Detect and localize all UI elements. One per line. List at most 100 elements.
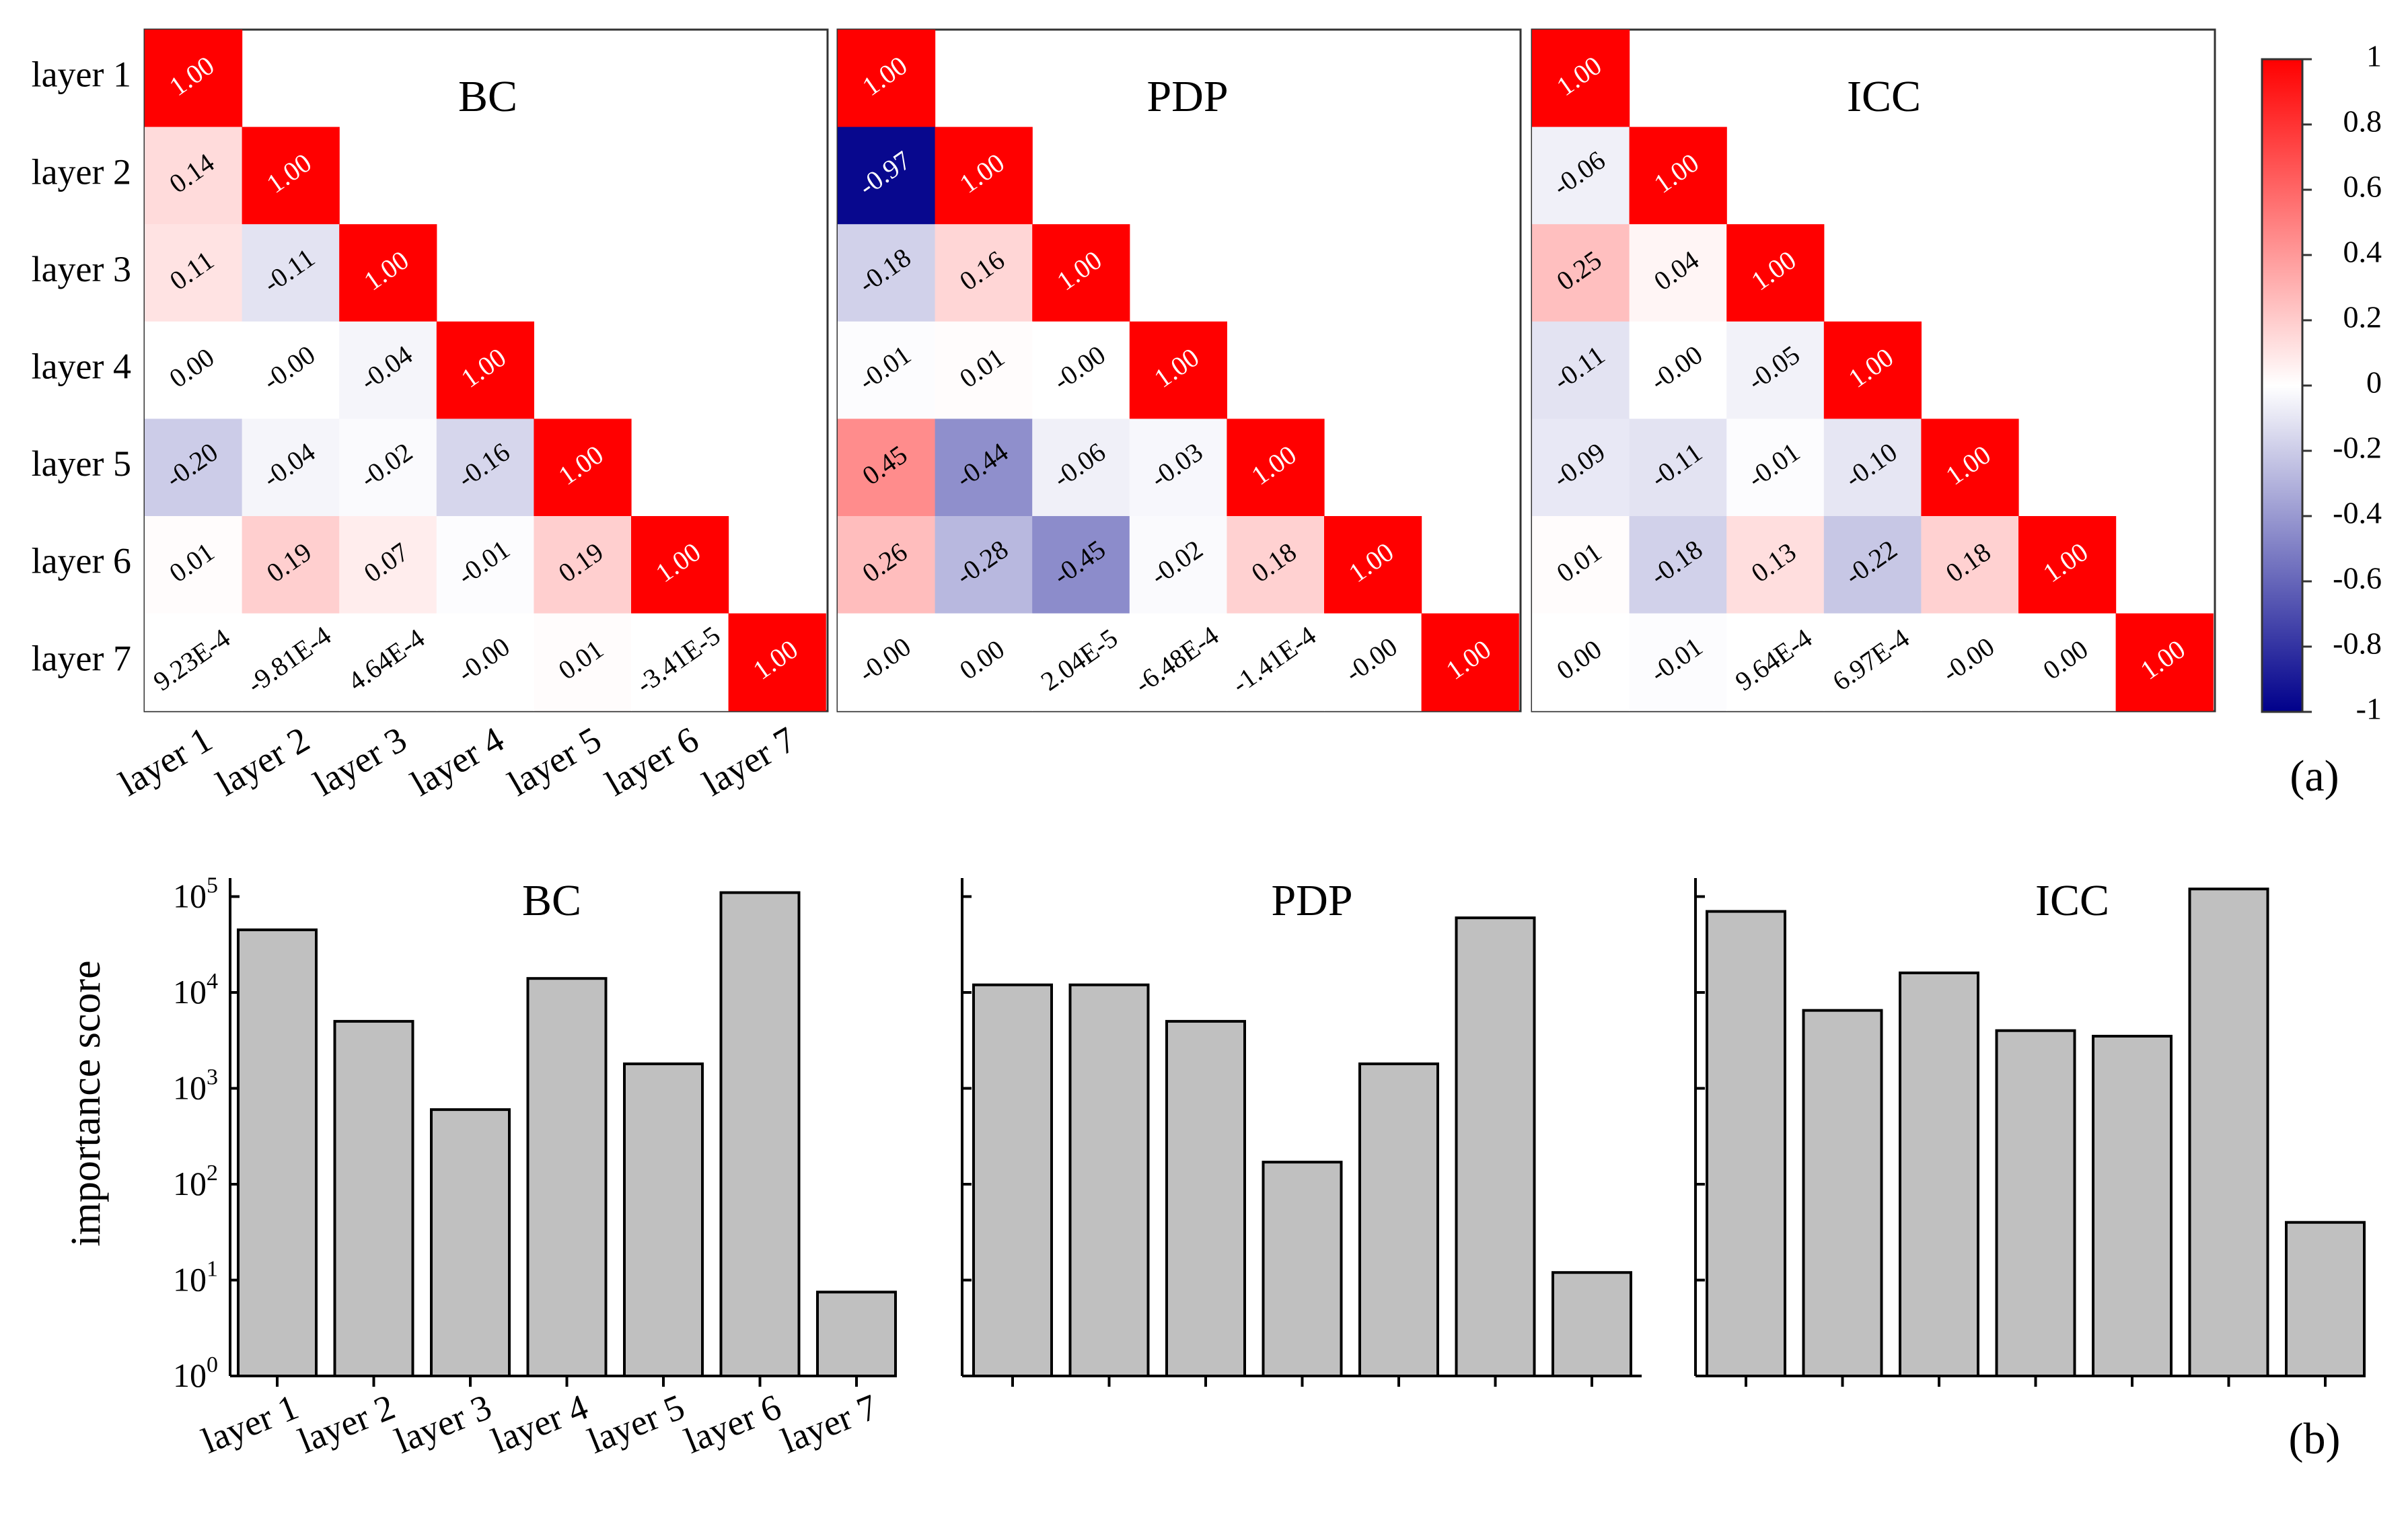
heatmap-icc-cell-r7-c3 [1726,613,1825,711]
heatmap-row-label-2: layer 2 [32,151,131,192]
heatmap-icc-cell-r2-c2 [1629,126,1727,225]
heatmap-pdp-cell-r1-c1 [838,30,936,128]
heatmap-icc-cell-r1-c1 [1532,30,1630,128]
heatmap-col-label-3: layer 3 [307,719,414,803]
barchart-y-tick-label-3: 103 [173,1065,218,1107]
heatmap-bc-cell-r1-c1 [145,30,243,128]
heatmap-bc: BC 1.000.14 1.000.11 -0.11 1.000.00 -0.00 -0.… [143,28,829,713]
heatmap-bc-cell-r7-c5 [534,613,632,711]
colorbar-tick-label-4: 0.4 [2343,235,2382,269]
heatmap-icc-cell-r3-c3 [1726,224,1825,322]
heatmap-icc-cell-r2-c1 [1532,126,1630,225]
heatmap-bc-cell-r7-c7 [728,613,826,711]
heatmap-bc-cell-r5-c3 [339,419,437,517]
barchart-bc-bar-5 [623,1062,704,1377]
barchart-pdp-bar-2 [1068,983,1150,1377]
barchart-icc-bar-3 [1899,971,1979,1377]
heatmap-col-label-2: layer 2 [209,719,316,803]
colorbar-tick-label-6: 0 [2366,365,2382,400]
heatmap-icc-cell-r5-c5 [1921,419,2019,517]
heatmap-col-label-7: layer 7 [696,719,803,803]
barchart-bc-bar-3 [430,1108,511,1377]
heatmap-icc-cell-r5-c2 [1629,419,1727,517]
barchart-y-tick-label-6: 100 [173,1352,218,1394]
colorbar-tick-label-1: 1 [2366,39,2382,73]
heatmap-col-label-1: layer 1 [112,719,219,803]
heatmap-icc-cell-r6-c5 [1921,516,2019,614]
heatmap-row-label-6: layer 6 [32,541,131,581]
heatmap-bc-cell-r4-c3 [339,321,437,419]
barchart-icc-bar-5 [2092,1034,2173,1378]
heatmap-bc-cell-r2-c1 [145,126,243,225]
heatmap-icc-cell-r5-c3 [1726,419,1825,517]
heatmap-icc-cell-r4-c4 [1823,321,1922,419]
colorbar-tick-label-2: 0.8 [2343,104,2382,139]
heatmap-row-label-4: layer 4 [32,346,131,386]
heatmap-bc-cell-r7-c3 [339,613,437,711]
heatmap-pdp-cell-r7-c4 [1129,613,1227,711]
heatmap-pdp-cell-r6-c2 [935,516,1033,614]
heatmap-bc-cell-r5-c4 [436,419,534,517]
heatmap-pdp-cell-r7-c3 [1032,613,1130,711]
heatmap-bc-title: BC [458,72,517,121]
heatmap-col-label-6: layer 6 [599,719,706,803]
heatmap-icc-cell-r6-c3 [1726,516,1825,614]
heatmap-icc-cell-r5-c1 [1532,419,1630,517]
heatmap-icc-cell-r7-c1 [1532,613,1630,711]
barchart-bc-bar-7 [816,1291,897,1377]
heatmap-icc-cell-r6-c1 [1532,516,1630,614]
heatmap-icc-cell-r7-c2 [1629,613,1727,711]
colorbar: 1 0.8 0.6 0.4 0.2 0 -0.2 -0.4 -0.6 -0.8 -1 [2261,39,2382,726]
heatmap-icc-cell-r7-c4 [1823,613,1922,711]
heatmap-pdp-cell-r5-c3 [1032,419,1130,517]
colorbar-tick-label-10: -0.8 [2333,626,2382,661]
heatmap-bc-cell-r7-c2 [242,613,340,711]
barchart-bc-title: BC [522,876,581,925]
heatmap-row-label-1: layer 1 [32,55,131,95]
barchart-pdp-bar-3 [1165,1019,1246,1377]
heatmap-bc-cell-r7-c4 [436,613,534,711]
barchart-x-label-6: layer 6 [679,1386,787,1461]
barchart-y-tick-label-4: 102 [173,1161,218,1202]
barchart-pdp-bar-5 [1358,1062,1439,1377]
heatmap-pdp-cell-r5-c5 [1227,419,1325,517]
barchart-icc-bar-4 [1995,1029,2076,1377]
barchart-pdp: PDP [961,876,1642,1387]
heatmap-pdp-title: PDP [1146,72,1228,121]
heatmap-pdp-cell-r3-c2 [935,224,1033,322]
heatmap-icc-cell-r6-c2 [1629,516,1727,614]
panel-tag-a: (a) [2290,752,2339,801]
barchart-icc-bar-6 [2188,887,2269,1377]
barchart-pdp-bar-6 [1455,916,1536,1377]
colorbar-tick-label-3: 0.6 [2343,170,2382,204]
barchart-bc-bar-2 [333,1019,414,1377]
heatmap-bc-cell-r6-c6 [631,516,729,614]
barchart-icc-bar-7 [2285,1221,2366,1377]
heatmap-bc-cell-r4-c1 [145,321,243,419]
heatmap-pdp-cell-r7-c5 [1227,613,1325,711]
heatmap-pdp-cell-r2-c1 [838,126,936,225]
heatmap-col-label-4: layer 4 [404,719,511,803]
heatmap-pdp-cell-r7-c7 [1421,613,1519,711]
heatmap-bc-cell-r4-c2 [242,321,340,419]
heatmap-bc-cell-r6-c4 [436,516,534,614]
heatmap-icc-cell-r4-c1 [1532,321,1630,419]
heatmap-bc-cell-r5-c1 [145,419,243,517]
barchart-x-label-4: layer 4 [486,1386,593,1461]
barchart-pdp-bar-4 [1262,1161,1343,1377]
heatmap-pdp-cell-r5-c4 [1129,419,1227,517]
barchart-x-label-1: layer 1 [196,1386,303,1461]
heatmap-icc-cell-r6-c6 [2018,516,2117,614]
heatmap-icc-cell-r7-c5 [1921,613,2019,711]
heatmap-bc-cell-r3-c2 [242,224,340,322]
colorbar-tick-label-8: -0.4 [2333,496,2382,530]
heatmap-bc-cell-r5-c5 [534,419,632,517]
heatmap-icc-cell-r6-c4 [1823,516,1922,614]
barchart-pdp-title: PDP [1271,876,1352,925]
bar-y-axis-label: importance score [63,960,109,1246]
heatmap-row-labels: layer 1 layer 2 layer 3 layer 4 layer 5 layer… [32,55,131,679]
barchart-x-label-2: layer 2 [293,1386,400,1461]
